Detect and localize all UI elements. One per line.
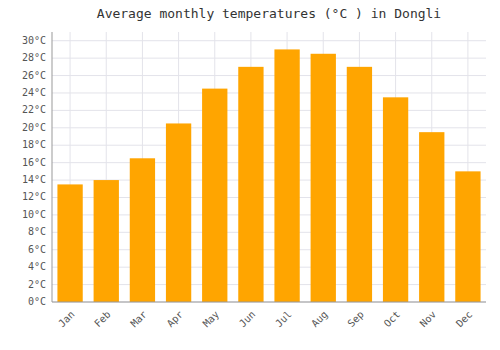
bar bbox=[166, 123, 191, 302]
y-tick-label: 22°C bbox=[22, 104, 46, 115]
y-tick-label: 16°C bbox=[22, 157, 46, 168]
y-axis-line bbox=[52, 32, 53, 302]
grid bbox=[52, 32, 486, 302]
y-tick-label: 28°C bbox=[22, 52, 46, 63]
y-tick-label: 12°C bbox=[22, 191, 46, 202]
bar bbox=[383, 97, 408, 302]
bar bbox=[130, 158, 155, 302]
bar bbox=[94, 180, 119, 302]
chart: 0°C 2°C 4°C 6°C 8°C 10°C 12°C 14°C 16°C 18°C 20°C 2… bbox=[0, 0, 500, 350]
x-tick-label: Apr bbox=[165, 309, 186, 330]
axes: 0°C 2°C 4°C 6°C 8°C 10°C 12°C 14°C 16°C 18°C 20°C 2… bbox=[22, 32, 486, 329]
bar bbox=[347, 67, 372, 302]
y-grid-line bbox=[52, 92, 486, 93]
bar bbox=[311, 54, 336, 302]
y-grid-line bbox=[52, 40, 486, 41]
y-tick-label: 24°C bbox=[22, 87, 46, 98]
x-tick-label: Jun bbox=[237, 309, 258, 330]
y-tick-label: 6°C bbox=[28, 244, 46, 255]
bar bbox=[57, 184, 82, 302]
x-axis-line bbox=[52, 302, 486, 303]
y-tick-label: 18°C bbox=[22, 139, 46, 150]
y-tick-label: 8°C bbox=[28, 226, 46, 237]
y-grid-line bbox=[52, 302, 486, 303]
bar bbox=[238, 67, 263, 302]
x-tick-label: Feb bbox=[92, 309, 113, 330]
x-tick-label: Mar bbox=[128, 309, 149, 330]
y-grid-line bbox=[52, 110, 486, 111]
y-tick-label: 2°C bbox=[28, 279, 46, 290]
bar bbox=[202, 89, 227, 302]
y-tick-label: 0°C bbox=[28, 296, 46, 307]
bars bbox=[57, 49, 480, 302]
x-tick-label: Nov bbox=[418, 309, 439, 330]
y-grid-line bbox=[52, 58, 486, 59]
y-tick-label: 30°C bbox=[22, 35, 46, 46]
x-tick-label: Jan bbox=[56, 309, 77, 330]
y-grid-line bbox=[52, 75, 486, 76]
y-tick-label: 20°C bbox=[22, 122, 46, 133]
y-tick-label: 26°C bbox=[22, 70, 46, 81]
y-grid-line bbox=[52, 127, 486, 128]
chart-container: 0°C 2°C 4°C 6°C 8°C 10°C 12°C 14°C 16°C 18°C 20°C 2… bbox=[0, 0, 500, 350]
x-tick-label: Dec bbox=[454, 309, 475, 330]
title: Average monthly temperatures (°C ) in Do… bbox=[97, 6, 441, 21]
x-tick-label: Sep bbox=[345, 309, 366, 330]
bar bbox=[455, 171, 480, 302]
x-tick-label: May bbox=[201, 309, 222, 330]
bar bbox=[419, 132, 444, 302]
x-tick-label: Jul bbox=[273, 309, 294, 330]
x-tick-label: Aug bbox=[309, 309, 330, 330]
y-tick-label: 4°C bbox=[28, 261, 46, 272]
y-tick-label: 14°C bbox=[22, 174, 46, 185]
x-tick-label: Oct bbox=[382, 309, 403, 330]
y-tick-label: 10°C bbox=[22, 209, 46, 220]
bar bbox=[274, 49, 299, 302]
